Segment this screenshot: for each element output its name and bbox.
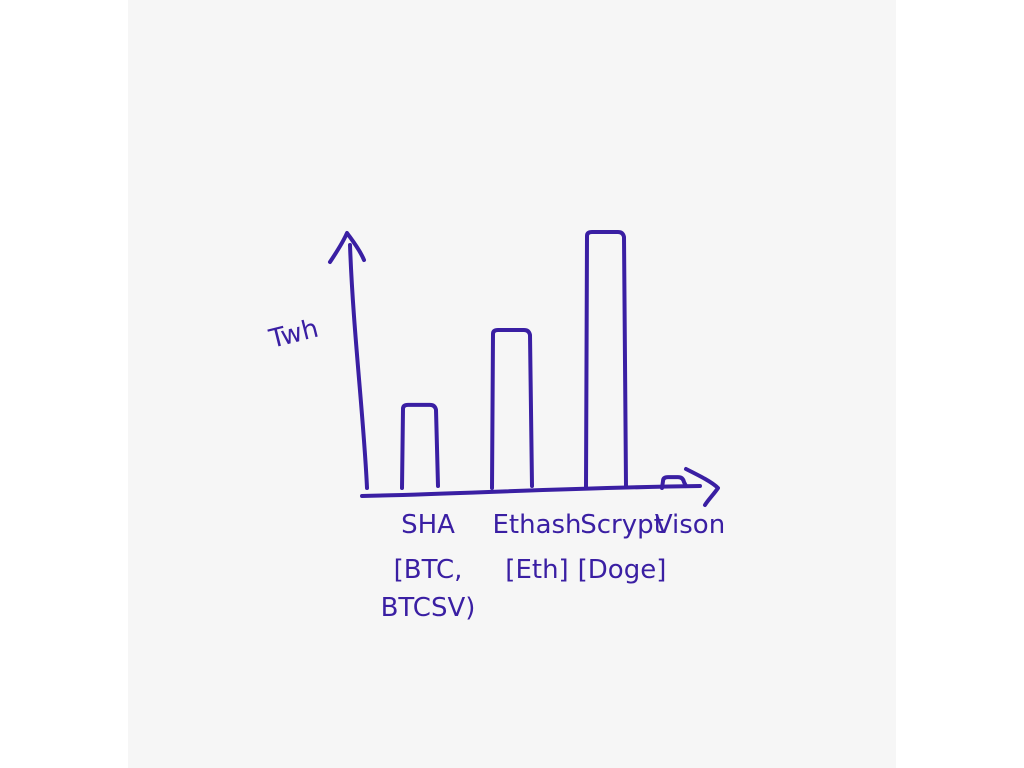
category-labels: SHA [BTC, BTCSV) Ethash [Eth] Scrypt [Doge] Vis… xyxy=(381,510,726,623)
category-label-vison: Vison xyxy=(655,510,725,540)
coin-label-sha-1: BTCSV) xyxy=(381,593,476,623)
coin-label-ethash-0: [Eth] xyxy=(505,555,568,585)
bar-sha xyxy=(400,402,440,490)
y-axis-arrowhead xyxy=(328,231,366,264)
y-axis-line xyxy=(348,243,369,490)
bars xyxy=(400,230,688,490)
coin-label-scrypt-0: [Doge] xyxy=(578,555,667,585)
axes xyxy=(328,231,720,507)
coin-label-sha-0: [BTC, xyxy=(394,555,463,585)
category-label-scrypt: Scrypt xyxy=(580,510,664,540)
x-axis-arrowhead xyxy=(684,467,720,507)
y-axis-label: Twh xyxy=(265,314,321,355)
whiteboard-canvas xyxy=(128,0,896,768)
bar-vison xyxy=(660,475,688,490)
bar-ethash xyxy=(490,328,534,490)
bar-scrypt xyxy=(584,230,628,490)
category-label-ethash: Ethash xyxy=(492,510,581,540)
category-label-sha: SHA xyxy=(401,510,455,540)
x-axis-line xyxy=(360,484,702,498)
